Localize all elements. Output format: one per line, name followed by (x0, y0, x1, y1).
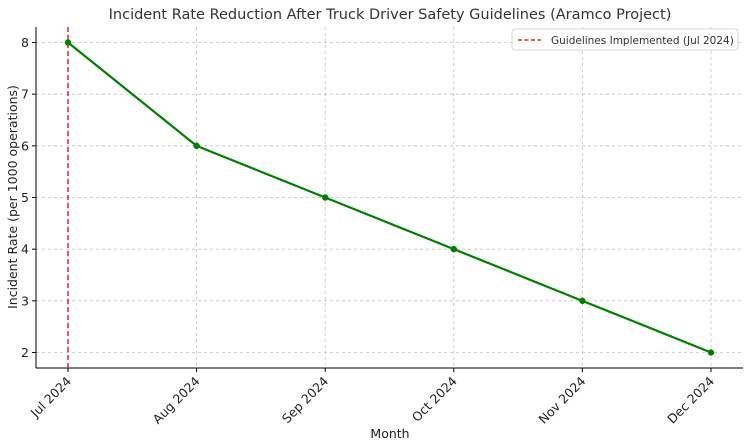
x-axis-label: Month (370, 426, 409, 441)
y-tick-label: 3 (21, 293, 29, 308)
legend: Guidelines Implemented (Jul 2024) (511, 28, 739, 51)
x-tick-label: Nov 2024 (535, 373, 588, 426)
y-axis-label: Incident Rate (per 1000 operations) (5, 85, 20, 309)
y-tick-label: 8 (21, 35, 29, 50)
x-tick-label: Dec 2024 (664, 373, 717, 426)
y-tick-label: 6 (21, 138, 29, 153)
x-tick-label: Sep 2024 (279, 373, 332, 426)
data-point-marker (64, 39, 72, 46)
y-tick-label: 7 (21, 87, 29, 102)
data-point-marker (707, 349, 715, 356)
y-tick-label: 4 (21, 242, 29, 257)
data-point-marker (450, 245, 458, 253)
y-tick-label: 5 (21, 190, 29, 205)
incident-rate-series-line (67, 41, 712, 354)
x-tick-label: Aug 2024 (150, 373, 203, 426)
series-layer (64, 39, 715, 356)
grid-layer (36, 27, 743, 368)
data-point-marker (579, 297, 586, 305)
x-tick-label: Oct 2024 (409, 373, 460, 424)
legend-entry-label: Guidelines Implemented (Jul 2024) (551, 35, 734, 47)
y-tick-label: 2 (21, 345, 29, 360)
chart-title: Incident Rate Reduction After Truck Driv… (109, 7, 672, 23)
x-tick-label: Jul 2024 (27, 373, 74, 420)
data-point-marker (321, 194, 329, 201)
data-point-marker (193, 142, 200, 150)
legend-box (511, 28, 739, 51)
